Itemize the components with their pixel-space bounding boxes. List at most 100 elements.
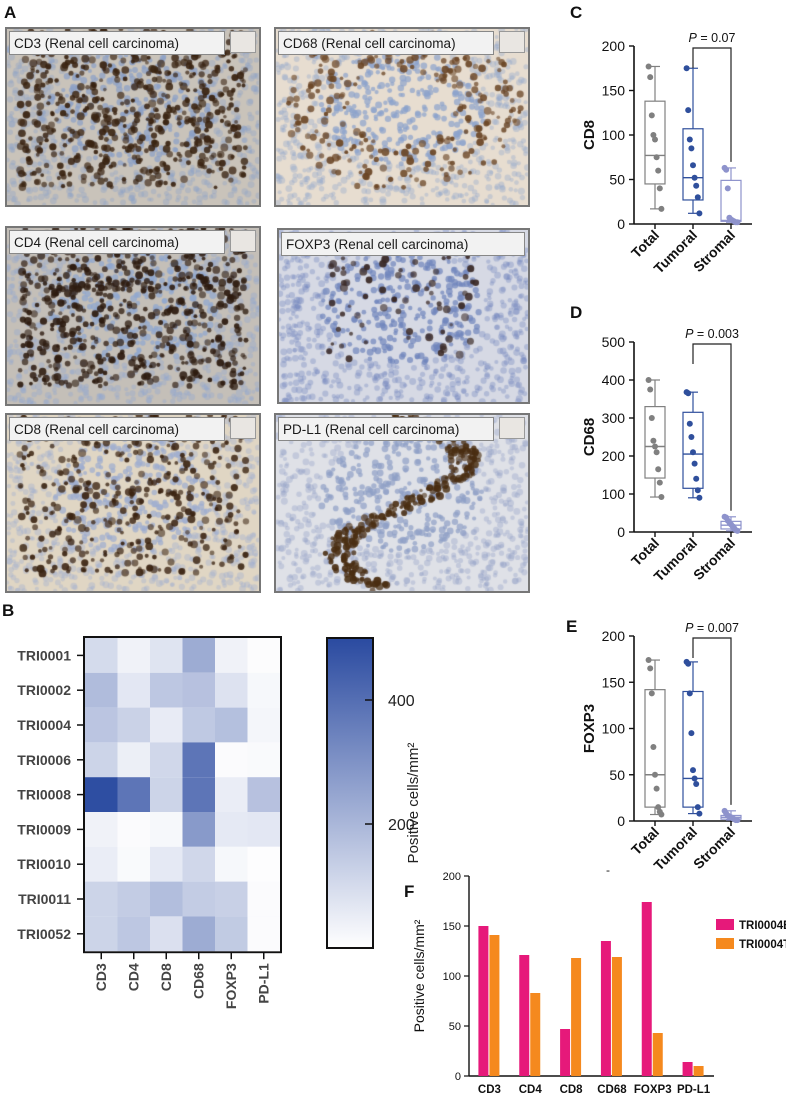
x-tick-label: Stromal bbox=[690, 535, 738, 583]
data-point bbox=[686, 420, 693, 427]
x-tick-label: CD68 bbox=[597, 1084, 627, 1096]
data-point bbox=[691, 174, 698, 181]
heatmap-cell bbox=[215, 672, 248, 708]
heatmap-cell bbox=[247, 881, 280, 917]
barchart-tri0004: 0 50 100 150 200 Positive cells/mm² CD3 CD4 CD8 C… bbox=[411, 871, 786, 1096]
heatmap-cell bbox=[150, 916, 183, 952]
micrograph-cd68: CD68 (Renal cell carcinoma) bbox=[274, 27, 530, 207]
heatmap-cell bbox=[182, 742, 215, 778]
heatmap-cell bbox=[215, 707, 248, 743]
panel-letter-b: B bbox=[2, 601, 15, 620]
data-point bbox=[688, 145, 695, 152]
heatmap-cell bbox=[182, 638, 215, 673]
heatmap-cell bbox=[247, 812, 280, 847]
micrograph-caption: CD8 (Renal cell carcinoma) bbox=[9, 417, 225, 441]
data-point bbox=[694, 804, 701, 811]
x-tick-label: CD8 bbox=[560, 1084, 584, 1096]
data-point bbox=[724, 185, 731, 192]
heatmap-cell bbox=[247, 846, 280, 882]
colorbar-tick-label: 200 bbox=[388, 817, 415, 834]
x-tick-label: Stromal bbox=[690, 824, 738, 872]
y-tick-label: 100 bbox=[602, 721, 626, 737]
heatmap-cell bbox=[215, 638, 248, 673]
box-iqr bbox=[644, 689, 666, 808]
y-tick-label: 400 bbox=[602, 372, 626, 388]
heatmap-row-label: TRI0009 bbox=[17, 821, 71, 837]
colorbar-tick-label: 400 bbox=[388, 693, 415, 710]
heatmap-cell bbox=[215, 812, 248, 847]
data-point bbox=[686, 690, 693, 697]
y-tick-label: 200 bbox=[602, 38, 626, 54]
heatmap-row-label: TRI0052 bbox=[17, 926, 71, 942]
heatmap-cell bbox=[247, 638, 280, 673]
data-point bbox=[690, 162, 696, 169]
significance-bracket bbox=[692, 47, 732, 162]
colorbar-label: Positive cells/mm² bbox=[405, 743, 422, 864]
data-point bbox=[653, 449, 660, 456]
heatmap-cell bbox=[150, 846, 183, 882]
data-point bbox=[734, 527, 741, 534]
micrograph-image bbox=[276, 415, 528, 591]
y-tick-label: 50 bbox=[449, 1021, 461, 1033]
heatmap-cell bbox=[150, 777, 183, 812]
data-point bbox=[648, 415, 655, 421]
heatmap-cell bbox=[85, 742, 118, 778]
heatmap-cell bbox=[182, 916, 215, 952]
heatmap-cell bbox=[247, 777, 280, 812]
heatmap-cell bbox=[150, 672, 183, 708]
panel-letter-a: A bbox=[4, 3, 17, 22]
data-point bbox=[648, 690, 655, 697]
heatmap-cell bbox=[117, 881, 150, 917]
data-point bbox=[645, 377, 652, 383]
data-point bbox=[647, 665, 654, 672]
heatmap-cell bbox=[247, 742, 280, 778]
micrograph-image bbox=[7, 228, 259, 404]
significance-bracket bbox=[692, 637, 732, 805]
heatmap-cell bbox=[150, 707, 183, 743]
heatmap-cell bbox=[150, 638, 183, 673]
data-point bbox=[645, 657, 652, 664]
heatmap-cell bbox=[215, 916, 248, 952]
data-point bbox=[655, 167, 662, 174]
heatmap-cell bbox=[117, 777, 150, 812]
data-point bbox=[650, 744, 657, 750]
heatmap-col-label: CD8 bbox=[158, 963, 174, 991]
data-point bbox=[693, 182, 700, 189]
micrograph-inset-thumbnail bbox=[230, 417, 256, 439]
bar-tri0004tp1 bbox=[530, 993, 541, 1076]
legend-label: TRI0004TP1 bbox=[739, 939, 786, 951]
data-point bbox=[688, 730, 695, 737]
data-point bbox=[693, 781, 700, 787]
data-point bbox=[694, 487, 701, 494]
heatmap-row-label: TRI0001 bbox=[17, 647, 71, 663]
data-point bbox=[653, 785, 660, 792]
heatmap-row-label: TRI0008 bbox=[17, 787, 71, 803]
y-axis-label: FOXP3 bbox=[581, 704, 598, 753]
micrograph-caption: PD-L1 (Renal cell carcinoma) bbox=[278, 417, 494, 441]
micrograph-inset-thumbnail bbox=[499, 31, 525, 53]
y-axis-label: CD68 bbox=[581, 418, 598, 456]
data-point bbox=[690, 449, 696, 456]
data-point bbox=[685, 107, 692, 114]
data-point bbox=[650, 437, 657, 444]
box-iqr bbox=[682, 690, 704, 808]
heatmap-cell bbox=[182, 812, 215, 847]
x-tick-label: Stromal bbox=[690, 227, 738, 275]
y-tick-label: 0 bbox=[617, 216, 625, 232]
legend-swatch bbox=[716, 919, 734, 930]
y-tick-label: 100 bbox=[602, 127, 626, 143]
data-point bbox=[652, 443, 658, 450]
data-point bbox=[694, 194, 701, 201]
heatmap-cell bbox=[117, 672, 150, 708]
data-point bbox=[656, 479, 663, 486]
heatmap-cell bbox=[117, 638, 150, 673]
heatmap-col-label: CD68 bbox=[191, 963, 207, 999]
heatmap-row-label: TRI0004 bbox=[17, 717, 71, 733]
micrograph-image bbox=[276, 29, 528, 205]
y-tick-label: 0 bbox=[455, 1071, 461, 1083]
y-tick-label: 300 bbox=[602, 410, 626, 426]
data-point bbox=[723, 166, 730, 173]
heatmap-cell bbox=[215, 846, 248, 882]
heatmap-cell bbox=[117, 846, 150, 882]
